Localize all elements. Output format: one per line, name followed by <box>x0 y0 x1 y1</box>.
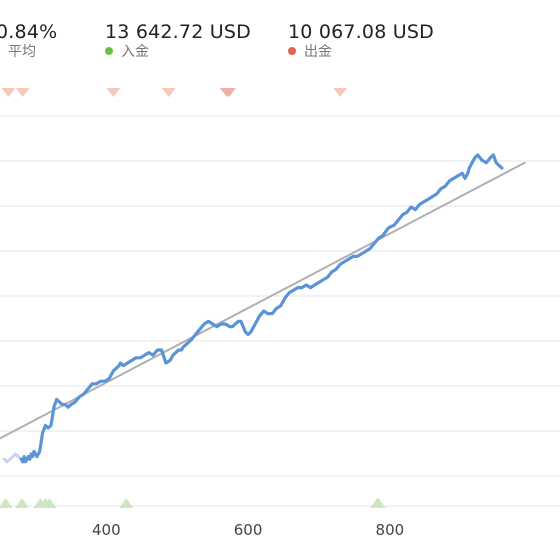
withdrawal-value: 10 067.08 USD <box>288 21 434 43</box>
equity-series-line <box>19 153 504 464</box>
series-lines <box>0 153 526 464</box>
deposit-marker[interactable] <box>119 498 134 508</box>
withdrawal-dot-icon <box>288 47 296 55</box>
x-tick-label: 400 <box>92 521 121 539</box>
stat-average: 0.84% 平均 <box>0 20 57 61</box>
deposit-marker[interactable] <box>371 498 386 508</box>
withdrawal-marker[interactable] <box>15 88 30 97</box>
stats-header: 0.84% 平均 13 642.72 USD 入金 10 067.08 USD … <box>0 0 560 72</box>
average-label: 平均 <box>0 43 57 61</box>
grid-lines <box>0 115 560 507</box>
withdrawal-marker[interactable] <box>333 88 348 97</box>
average-value: 0.84% <box>0 21 58 43</box>
x-axis-ticks: 400 600 800 <box>92 521 404 539</box>
trend-line <box>0 161 526 440</box>
stat-withdrawal: 10 067.08 USD 出金 <box>288 20 434 61</box>
flow-markers <box>0 88 386 508</box>
deposit-value: 13 642.72 USD <box>105 21 251 43</box>
withdrawal-marker[interactable] <box>106 88 121 97</box>
withdrawal-marker[interactable] <box>161 88 176 97</box>
withdrawal-label: 出金 <box>288 43 434 61</box>
deposit-marker[interactable] <box>42 498 57 508</box>
deposit-marker[interactable] <box>0 498 13 508</box>
withdrawal-marker[interactable] <box>1 88 16 97</box>
stat-deposit: 13 642.72 USD 入金 <box>105 20 251 61</box>
equity-faded-line <box>2 452 23 464</box>
deposit-dot-icon <box>105 47 113 55</box>
average-label-text: 平均 <box>8 44 36 60</box>
withdrawal-label-text: 出金 <box>304 44 332 60</box>
deposit-marker[interactable] <box>14 498 29 508</box>
x-tick-label: 600 <box>234 521 263 539</box>
deposit-label: 入金 <box>105 43 251 61</box>
x-tick-label: 800 <box>376 521 405 539</box>
deposit-label-text: 入金 <box>121 44 149 60</box>
withdrawal-marker[interactable] <box>221 88 236 97</box>
